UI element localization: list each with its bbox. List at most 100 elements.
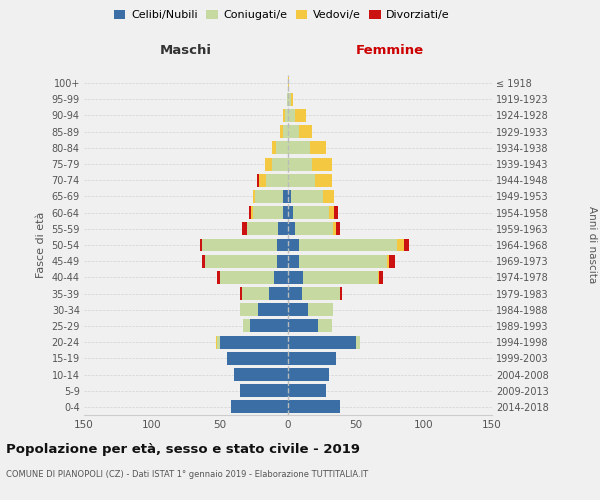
Bar <box>283 109 285 122</box>
Bar <box>288 384 326 397</box>
Bar <box>291 93 293 106</box>
Bar <box>202 238 277 252</box>
Bar <box>241 287 242 300</box>
Bar <box>278 222 288 235</box>
Bar <box>303 271 378 284</box>
Bar <box>220 271 274 284</box>
Bar <box>334 206 338 219</box>
Bar <box>250 320 288 332</box>
Bar <box>291 190 323 203</box>
Bar <box>288 174 315 186</box>
Bar <box>216 336 217 348</box>
Bar <box>288 109 295 122</box>
Bar <box>243 320 250 332</box>
Bar <box>256 190 283 203</box>
Bar <box>318 320 332 332</box>
Bar <box>200 238 202 252</box>
Bar <box>315 174 332 186</box>
Bar <box>333 222 335 235</box>
Bar <box>299 238 397 252</box>
Legend: Celibi/Nubili, Coniugati/e, Vedovi/e, Divorziati/e: Celibi/Nubili, Coniugati/e, Vedovi/e, Di… <box>110 6 454 25</box>
Bar <box>335 222 340 235</box>
Text: Maschi: Maschi <box>160 44 212 58</box>
Bar <box>288 336 356 348</box>
Bar <box>404 238 409 252</box>
Bar <box>379 271 383 284</box>
Bar <box>387 254 389 268</box>
Bar <box>269 287 288 300</box>
Bar <box>217 271 220 284</box>
Bar <box>241 304 258 316</box>
Bar <box>288 400 340 413</box>
Bar <box>248 206 251 219</box>
Bar <box>288 142 310 154</box>
Bar <box>323 190 334 203</box>
Bar <box>259 174 266 186</box>
Bar <box>295 109 305 122</box>
Bar <box>378 271 379 284</box>
Bar <box>241 384 288 397</box>
Text: COMUNE DI PIANOPOLI (CZ) - Dati ISTAT 1° gennaio 2019 - Elaborazione TUTTITALIA.: COMUNE DI PIANOPOLI (CZ) - Dati ISTAT 1°… <box>6 470 368 479</box>
Text: Anni di nascita: Anni di nascita <box>587 206 597 284</box>
Bar <box>277 254 288 268</box>
Bar <box>272 142 276 154</box>
Bar <box>299 125 313 138</box>
Bar <box>288 125 299 138</box>
Bar <box>274 271 288 284</box>
Bar <box>356 336 360 348</box>
Bar <box>266 174 288 186</box>
Bar <box>288 352 335 365</box>
Bar <box>295 222 333 235</box>
Bar <box>293 206 329 219</box>
Bar <box>217 336 220 348</box>
Bar <box>253 190 256 203</box>
Text: Femmine: Femmine <box>356 44 424 58</box>
Bar <box>288 76 289 90</box>
Bar <box>280 125 283 138</box>
Bar <box>340 287 343 300</box>
Bar <box>283 206 288 219</box>
Bar <box>283 125 288 138</box>
Bar <box>288 158 313 170</box>
Bar <box>283 190 288 203</box>
Bar <box>233 368 288 381</box>
Bar <box>288 222 295 235</box>
Bar <box>310 142 326 154</box>
Bar <box>227 352 288 365</box>
Bar <box>231 400 288 413</box>
Bar <box>202 254 205 268</box>
Bar <box>251 206 253 219</box>
Bar <box>277 238 288 252</box>
Bar <box>242 222 247 235</box>
Bar <box>276 142 288 154</box>
Bar <box>302 287 340 300</box>
Bar <box>288 190 291 203</box>
Bar <box>389 254 395 268</box>
Bar <box>205 254 277 268</box>
Bar <box>288 271 303 284</box>
Bar <box>242 287 269 300</box>
Bar <box>247 222 278 235</box>
Bar <box>285 109 288 122</box>
Bar <box>288 206 293 219</box>
Bar <box>288 320 318 332</box>
Bar <box>272 158 288 170</box>
Bar <box>308 304 333 316</box>
Bar <box>257 174 259 186</box>
Bar <box>397 238 404 252</box>
Bar <box>288 368 329 381</box>
Bar <box>313 158 332 170</box>
Bar <box>288 238 299 252</box>
Y-axis label: Fasce di età: Fasce di età <box>36 212 46 278</box>
Bar <box>288 287 302 300</box>
Bar <box>253 206 283 219</box>
Bar <box>329 206 334 219</box>
Bar <box>288 254 299 268</box>
Bar <box>299 254 387 268</box>
Bar <box>220 336 288 348</box>
Text: Popolazione per età, sesso e stato civile - 2019: Popolazione per età, sesso e stato civil… <box>6 442 360 456</box>
Bar <box>258 304 288 316</box>
Bar <box>287 93 288 106</box>
Bar <box>288 93 291 106</box>
Bar <box>288 304 308 316</box>
